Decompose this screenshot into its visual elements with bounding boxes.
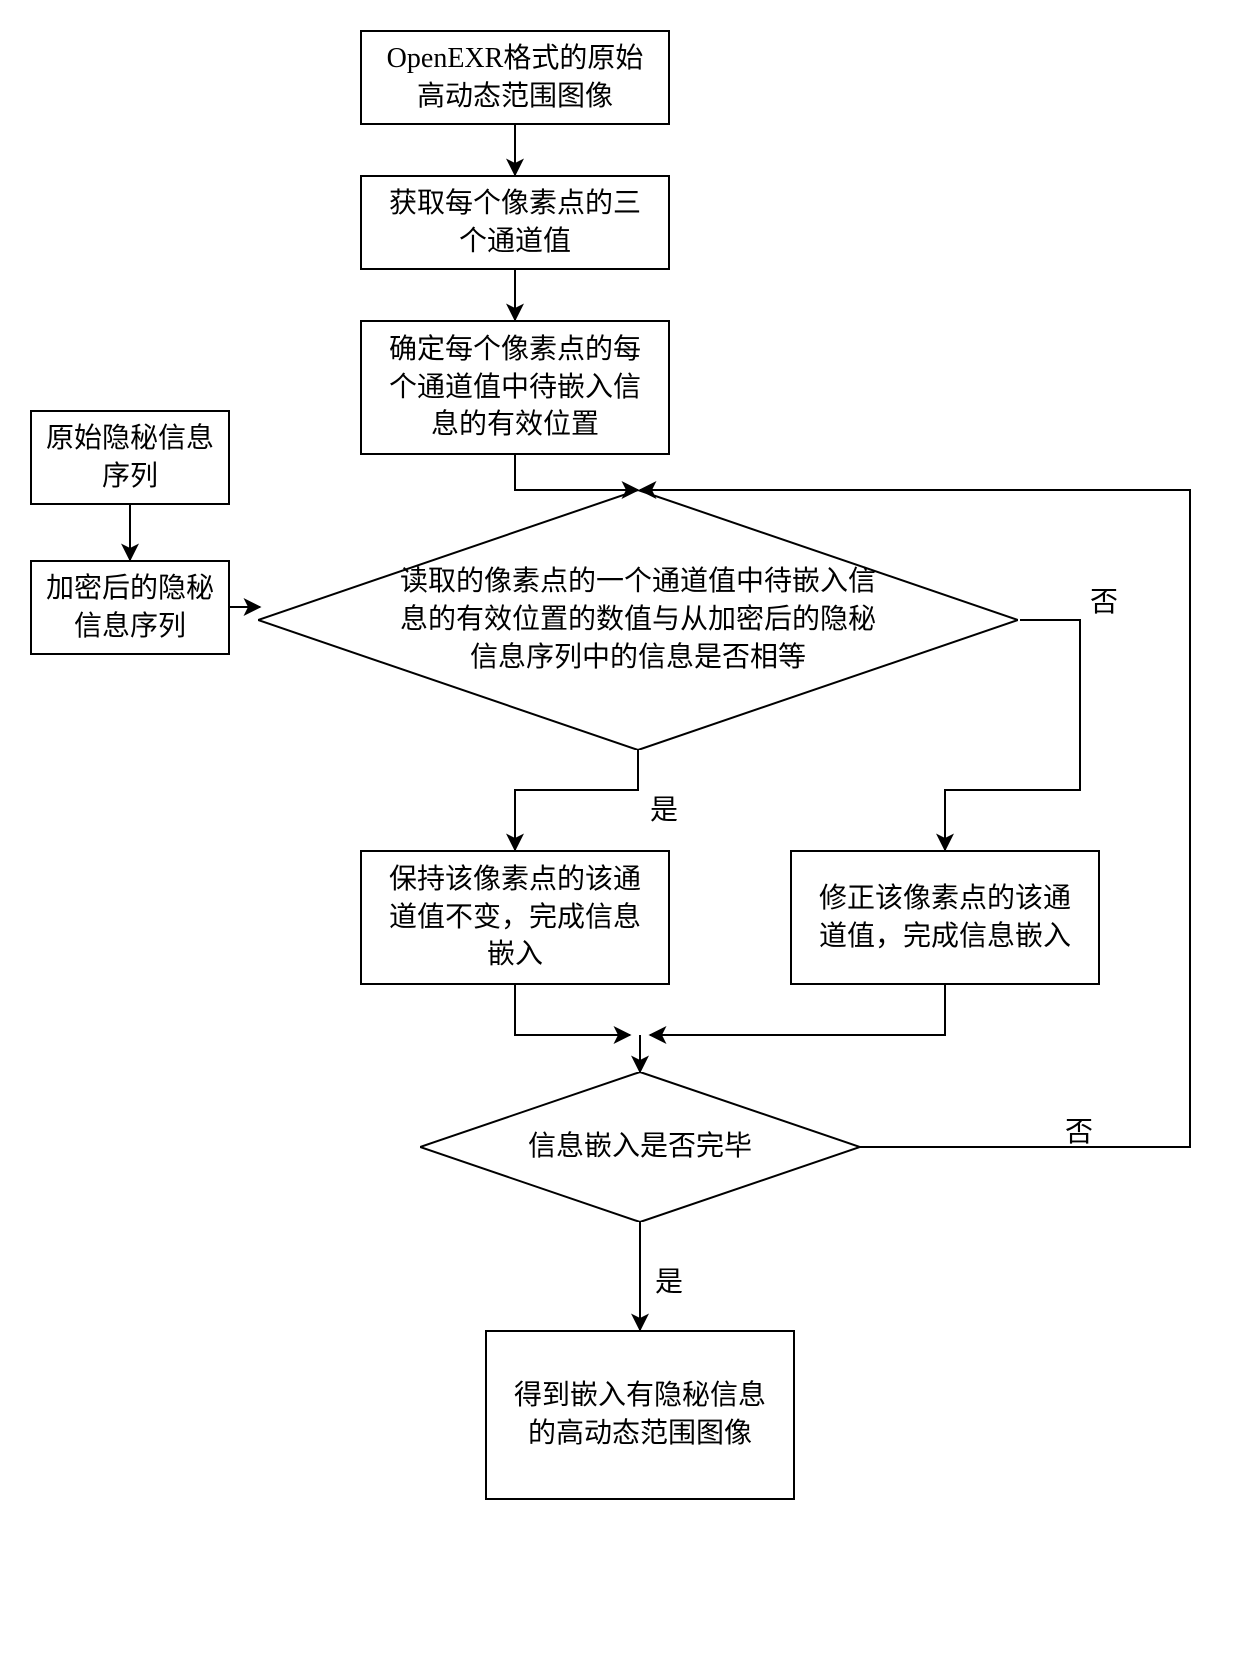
node-output-image: 得到嵌入有隐秘信息的高动态范围图像 [485, 1330, 795, 1500]
node-modify-value: 修正该像素点的该通道值，完成信息嵌入 [790, 850, 1100, 985]
node-label: 修正该像素点的该通道值，完成信息嵌入 [806, 880, 1084, 956]
node-label: 得到嵌入有隐秘信息的高动态范围图像 [501, 1377, 779, 1453]
edge-label-no-1: 否 [1090, 580, 1118, 620]
node-get-channels: 获取每个像素点的三个通道值 [360, 175, 670, 270]
node-label: 获取每个像素点的三个通道值 [376, 185, 654, 261]
node-label: OpenEXR格式的原始高动态范围图像 [376, 40, 654, 116]
decision-complete: 信息嵌入是否完毕 [420, 1072, 860, 1222]
node-label: 加密后的隐秘信息序列 [46, 570, 214, 646]
node-original-secret: 原始隐秘信息序列 [30, 410, 230, 505]
node-keep-value: 保持该像素点的该通道值不变，完成信息嵌入 [360, 850, 670, 985]
edge-label-yes-1: 是 [650, 788, 678, 828]
edge [515, 455, 638, 490]
node-label: 保持该像素点的该通道值不变，完成信息嵌入 [376, 861, 654, 974]
edge-label-no-2: 否 [1065, 1110, 1093, 1150]
node-label: 确定每个像素点的每个通道值中待嵌入信息的有效位置 [376, 331, 654, 444]
node-encrypted-secret: 加密后的隐秘信息序列 [30, 560, 230, 655]
decision-label: 信息嵌入是否完毕 [528, 1128, 752, 1166]
node-label: 原始隐秘信息序列 [46, 420, 214, 496]
node-determine-positions: 确定每个像素点的每个通道值中待嵌入信息的有效位置 [360, 320, 670, 455]
edge-label-yes-2: 是 [655, 1260, 683, 1300]
edge [515, 750, 638, 850]
decision-label: 读取的像素点的一个通道值中待嵌入信息的有效位置的数值与从加密后的隐秘信息序列中的… [395, 563, 881, 676]
node-input-image: OpenEXR格式的原始高动态范围图像 [360, 30, 670, 125]
edge [650, 985, 945, 1035]
decision-compare: 读取的像素点的一个通道值中待嵌入信息的有效位置的数值与从加密后的隐秘信息序列中的… [258, 490, 1018, 750]
edge [515, 985, 630, 1035]
